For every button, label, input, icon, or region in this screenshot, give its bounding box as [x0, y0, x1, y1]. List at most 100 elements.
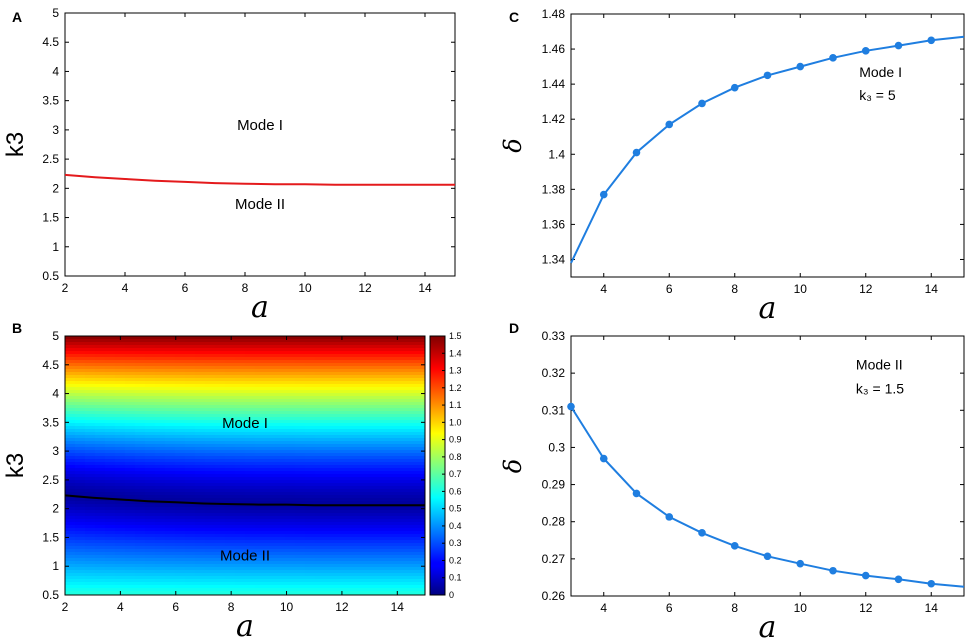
- heatmap-cell: [225, 513, 236, 517]
- heatmap-cell: [195, 507, 206, 511]
- heatmap-cell: [115, 387, 126, 391]
- heatmap-cell: [75, 363, 86, 367]
- heatmap-cell: [285, 555, 296, 559]
- heatmap-cell: [315, 444, 326, 448]
- heatmap-cell: [405, 441, 416, 445]
- heatmap-cell: [235, 420, 246, 424]
- heatmap-cell: [335, 522, 346, 526]
- heatmap-cell: [155, 477, 166, 481]
- heatmap-cell: [115, 474, 126, 478]
- heatmap-cell: [295, 456, 306, 460]
- heatmap-cell: [125, 486, 136, 490]
- heatmap-cell: [235, 378, 246, 382]
- heatmap-cell: [105, 447, 116, 451]
- heatmap-cell: [385, 444, 396, 448]
- heatmap-cell: [395, 429, 406, 433]
- heatmap-cell: [255, 468, 266, 472]
- heatmap-cell: [365, 375, 376, 379]
- heatmap-cell: [155, 522, 166, 526]
- heatmap-cell: [135, 450, 146, 454]
- heatmap-cell: [165, 558, 176, 562]
- heatmap-cell: [385, 549, 396, 553]
- heatmap-cell: [345, 420, 356, 424]
- heatmap-cell: [185, 483, 196, 487]
- heatmap-cell: [235, 369, 246, 373]
- heatmap-cell: [365, 381, 376, 385]
- heatmap-cell: [245, 402, 256, 406]
- heatmap-cell: [405, 534, 416, 538]
- heatmap-cell: [325, 480, 336, 484]
- heatmap-cell: [135, 459, 146, 463]
- heatmap-cell: [375, 477, 386, 481]
- heatmap-cell: [65, 354, 76, 358]
- heatmap-cell: [245, 414, 256, 418]
- heatmap-cell: [135, 384, 146, 388]
- heatmap-cell: [155, 591, 166, 595]
- heatmap-cell: [85, 405, 96, 409]
- heatmap-cell: [105, 342, 116, 346]
- heatmap-cell: [75, 489, 86, 493]
- heatmap-cell: [315, 435, 326, 439]
- heatmap-cell: [405, 405, 416, 409]
- heatmap-cell: [95, 591, 106, 595]
- heatmap-cell: [115, 576, 126, 580]
- heatmap-cell: [325, 390, 336, 394]
- heatmap-cell: [325, 558, 336, 562]
- heatmap-cell: [235, 459, 246, 463]
- heatmap-cell: [235, 381, 246, 385]
- heatmap-cell: [155, 387, 166, 391]
- heatmap-cell: [135, 507, 146, 511]
- heatmap-cell: [225, 507, 236, 511]
- heatmap-cell: [175, 534, 186, 538]
- heatmap-cell: [85, 390, 96, 394]
- heatmap-cell: [325, 543, 336, 547]
- heatmap-cell: [325, 591, 336, 595]
- heatmap-cell: [75, 549, 86, 553]
- heatmap-cell: [285, 393, 296, 397]
- heatmap-cell: [135, 366, 146, 370]
- heatmap-cell: [355, 507, 366, 511]
- heatmap-cell: [385, 507, 396, 511]
- heatmap-cell: [255, 528, 266, 532]
- heatmap-cell: [355, 408, 366, 412]
- heatmap-cell: [135, 378, 146, 382]
- heatmap-cell: [295, 399, 306, 403]
- heatmap-cell: [355, 555, 366, 559]
- heatmap-cell: [275, 489, 286, 493]
- heatmap-cell: [175, 405, 186, 409]
- heatmap-cell: [245, 456, 256, 460]
- heatmap-cell: [265, 510, 276, 514]
- heatmap-cell: [375, 438, 386, 442]
- heatmap-cell: [305, 441, 316, 445]
- heatmap-cell: [355, 540, 366, 544]
- heatmap-cell: [115, 423, 126, 427]
- heatmap-cell: [365, 363, 376, 367]
- heatmap-cell: [335, 441, 346, 445]
- heatmap-cell: [255, 351, 266, 355]
- heatmap-cell: [295, 444, 306, 448]
- heatmap-cell: [235, 501, 246, 505]
- heatmap-cell: [325, 486, 336, 490]
- heatmap-cell: [335, 360, 346, 364]
- heatmap-cell: [215, 369, 226, 373]
- heatmap-cell: [145, 429, 156, 433]
- heatmap-cell: [85, 435, 96, 439]
- heatmap-cell: [415, 543, 425, 547]
- heatmap-cell: [325, 570, 336, 574]
- heatmap-cell: [195, 456, 206, 460]
- heatmap-cell: [375, 357, 386, 361]
- heatmap-cell: [295, 576, 306, 580]
- heatmap-cell: [225, 423, 236, 427]
- y-tick-label: 0.5: [42, 269, 59, 283]
- heatmap-cell: [175, 504, 186, 508]
- heatmap-cell: [125, 390, 136, 394]
- heatmap-cell: [135, 465, 146, 469]
- heatmap-cell: [365, 360, 376, 364]
- heatmap-cell: [245, 513, 256, 517]
- heatmap-cell: [395, 513, 406, 517]
- heatmap-cell: [395, 585, 406, 589]
- heatmap-cell: [375, 369, 386, 373]
- heatmap-cell: [85, 348, 96, 352]
- heatmap-cell: [305, 354, 316, 358]
- heatmap-cell: [355, 366, 366, 370]
